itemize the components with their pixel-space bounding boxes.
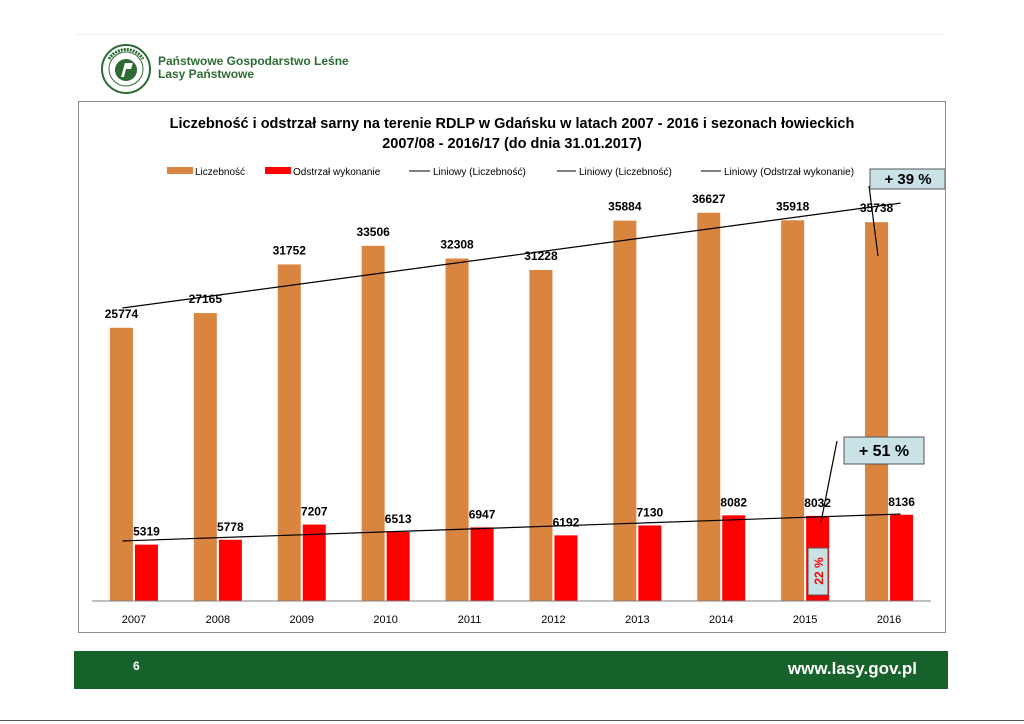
label-odstrzal-2012: 6192 bbox=[553, 515, 580, 529]
bar-odstrzal-2013 bbox=[638, 525, 662, 601]
label-odstrzal-2011: 6947 bbox=[469, 507, 496, 521]
org-name: Państwowe Gospodarstwo Leśne Lasy Państw… bbox=[158, 55, 349, 81]
legend-label-liczebnosc: Liczebność bbox=[195, 167, 245, 178]
header-divider bbox=[75, 34, 945, 35]
x-tick-2013: 2013 bbox=[625, 614, 649, 626]
bar-liczebnosc-2010 bbox=[361, 245, 385, 601]
bar-liczebnosc-2011 bbox=[445, 258, 469, 601]
bar-odstrzal-2016 bbox=[890, 514, 914, 601]
legend-swatch-odstrzal bbox=[265, 167, 291, 174]
legend-label-trend3: Liniowy (Odstrzał wykonanie) bbox=[724, 167, 854, 178]
bar-odstrzal-2010 bbox=[386, 531, 410, 601]
label-liczebnosc-2016: 35738 bbox=[860, 201, 894, 215]
label-odstrzal-2016: 8136 bbox=[888, 495, 915, 509]
x-tick-2016: 2016 bbox=[877, 614, 901, 626]
bar-odstrzal-2014 bbox=[722, 515, 746, 601]
bar-liczebnosc-2007 bbox=[109, 327, 133, 601]
label-odstrzal-2015: 8032 bbox=[804, 496, 831, 510]
callout-count-change: + 39 % bbox=[868, 168, 945, 257]
bar-liczebnosc-2016 bbox=[865, 222, 889, 602]
callout-cull-pointer bbox=[820, 440, 838, 523]
label-odstrzal-2007: 5319 bbox=[133, 525, 160, 539]
x-tick-2010: 2010 bbox=[373, 614, 397, 626]
legend-label-trend1: Liniowy (Liczebność) bbox=[433, 167, 526, 178]
callout-count-text: + 39 % bbox=[884, 171, 931, 188]
trendline-odstrzal bbox=[122, 513, 901, 542]
legend-label-trend2: Liniowy (Liczebność) bbox=[579, 167, 672, 178]
label-liczebnosc-2010: 33506 bbox=[356, 225, 390, 239]
page-number: 6 bbox=[133, 659, 140, 673]
bar-liczebnosc-2015 bbox=[781, 220, 805, 601]
footer-url-link[interactable]: www.lasy.gov.pl bbox=[787, 659, 917, 678]
x-tick-2007: 2007 bbox=[122, 614, 146, 626]
callout-cull-share-2015: 22 % bbox=[807, 547, 829, 596]
x-tick-2012: 2012 bbox=[541, 614, 565, 626]
page-bottom-rule bbox=[0, 720, 1024, 721]
org-name-line2: Lasy Państwowe bbox=[158, 67, 255, 81]
callout-count-box bbox=[869, 168, 945, 190]
bar-odstrzal-2012 bbox=[554, 535, 578, 601]
callout-cull-text: + 51 % bbox=[859, 443, 909, 460]
x-tick-2011: 2011 bbox=[458, 614, 482, 626]
org-name-line1: Państwowe Gospodarstwo Leśne bbox=[158, 54, 349, 68]
label-odstrzal-2010: 6513 bbox=[385, 512, 412, 526]
label-odstrzal-2008: 5778 bbox=[217, 520, 244, 534]
bar-odstrzal-2007 bbox=[134, 544, 158, 601]
label-odstrzal-2013: 7130 bbox=[636, 505, 663, 519]
legend-swatch-liczebnosc bbox=[167, 167, 193, 174]
label-liczebnosc-2015: 35918 bbox=[776, 199, 810, 213]
bar-liczebnosc-2012 bbox=[529, 269, 553, 601]
callout-cull-change: + 51 % bbox=[820, 436, 925, 523]
bar-odstrzal-2011 bbox=[470, 527, 494, 601]
callout-share-text: 22 % bbox=[812, 557, 826, 585]
x-tick-2008: 2008 bbox=[206, 614, 230, 626]
label-liczebnosc-2009: 31752 bbox=[273, 243, 307, 257]
chart: Liczebność i odstrzał sarny na terenie R… bbox=[92, 116, 945, 626]
footer-bar bbox=[74, 651, 948, 689]
label-odstrzal-2014: 8082 bbox=[720, 495, 747, 509]
label-liczebnosc-2013: 35884 bbox=[608, 200, 642, 214]
lasy-panstwowe-logo bbox=[101, 44, 151, 94]
bar-liczebnosc-2009 bbox=[277, 264, 301, 601]
label-liczebnosc-2011: 32308 bbox=[440, 238, 474, 252]
callout-cull-box bbox=[843, 436, 925, 465]
bar-liczebnosc-2008 bbox=[193, 313, 217, 601]
x-tick-2014: 2014 bbox=[709, 614, 733, 626]
bars-layer bbox=[109, 212, 914, 602]
label-liczebnosc-2007: 25774 bbox=[105, 307, 139, 321]
x-tick-2009: 2009 bbox=[290, 614, 314, 626]
callout-count-pointer bbox=[868, 185, 879, 257]
trendline-liczebnosc bbox=[122, 202, 901, 309]
trendlines-layer bbox=[122, 202, 901, 542]
label-odstrzal-2009: 7207 bbox=[301, 505, 328, 519]
label-liczebnosc-2008: 27165 bbox=[189, 292, 223, 306]
bar-liczebnosc-2013 bbox=[613, 220, 637, 601]
bar-liczebnosc-2014 bbox=[697, 212, 721, 602]
label-liczebnosc-2014: 36627 bbox=[692, 192, 726, 206]
x-axis: 2007 2008 2009 2010 2011 2012 2013 2014 2015 2016 bbox=[92, 600, 931, 626]
bar-odstrzal-2009 bbox=[302, 524, 326, 601]
legend-label-odstrzal: Odstrzał wykonanie bbox=[293, 167, 381, 178]
chart-title-line2: 2007/08 - 2016/17 (do dnia 31.01.2017) bbox=[382, 136, 642, 152]
callout-share-box bbox=[807, 547, 829, 596]
chart-title-line1: Liczebność i odstrzał sarny na terenie R… bbox=[170, 116, 855, 132]
chart-frame: Liczebność i odstrzał sarny na terenie R… bbox=[78, 101, 946, 633]
value-labels-layer: 25774 5319 27165 5778 31752 7207 33506 6513 3230… bbox=[105, 192, 915, 539]
bar-odstrzal-2008 bbox=[218, 539, 242, 601]
x-tick-2015: 2015 bbox=[793, 614, 817, 626]
legend: Liczebność Odstrzał wykonanie Liniowy (L… bbox=[167, 167, 854, 178]
label-liczebnosc-2012: 31228 bbox=[524, 249, 558, 263]
